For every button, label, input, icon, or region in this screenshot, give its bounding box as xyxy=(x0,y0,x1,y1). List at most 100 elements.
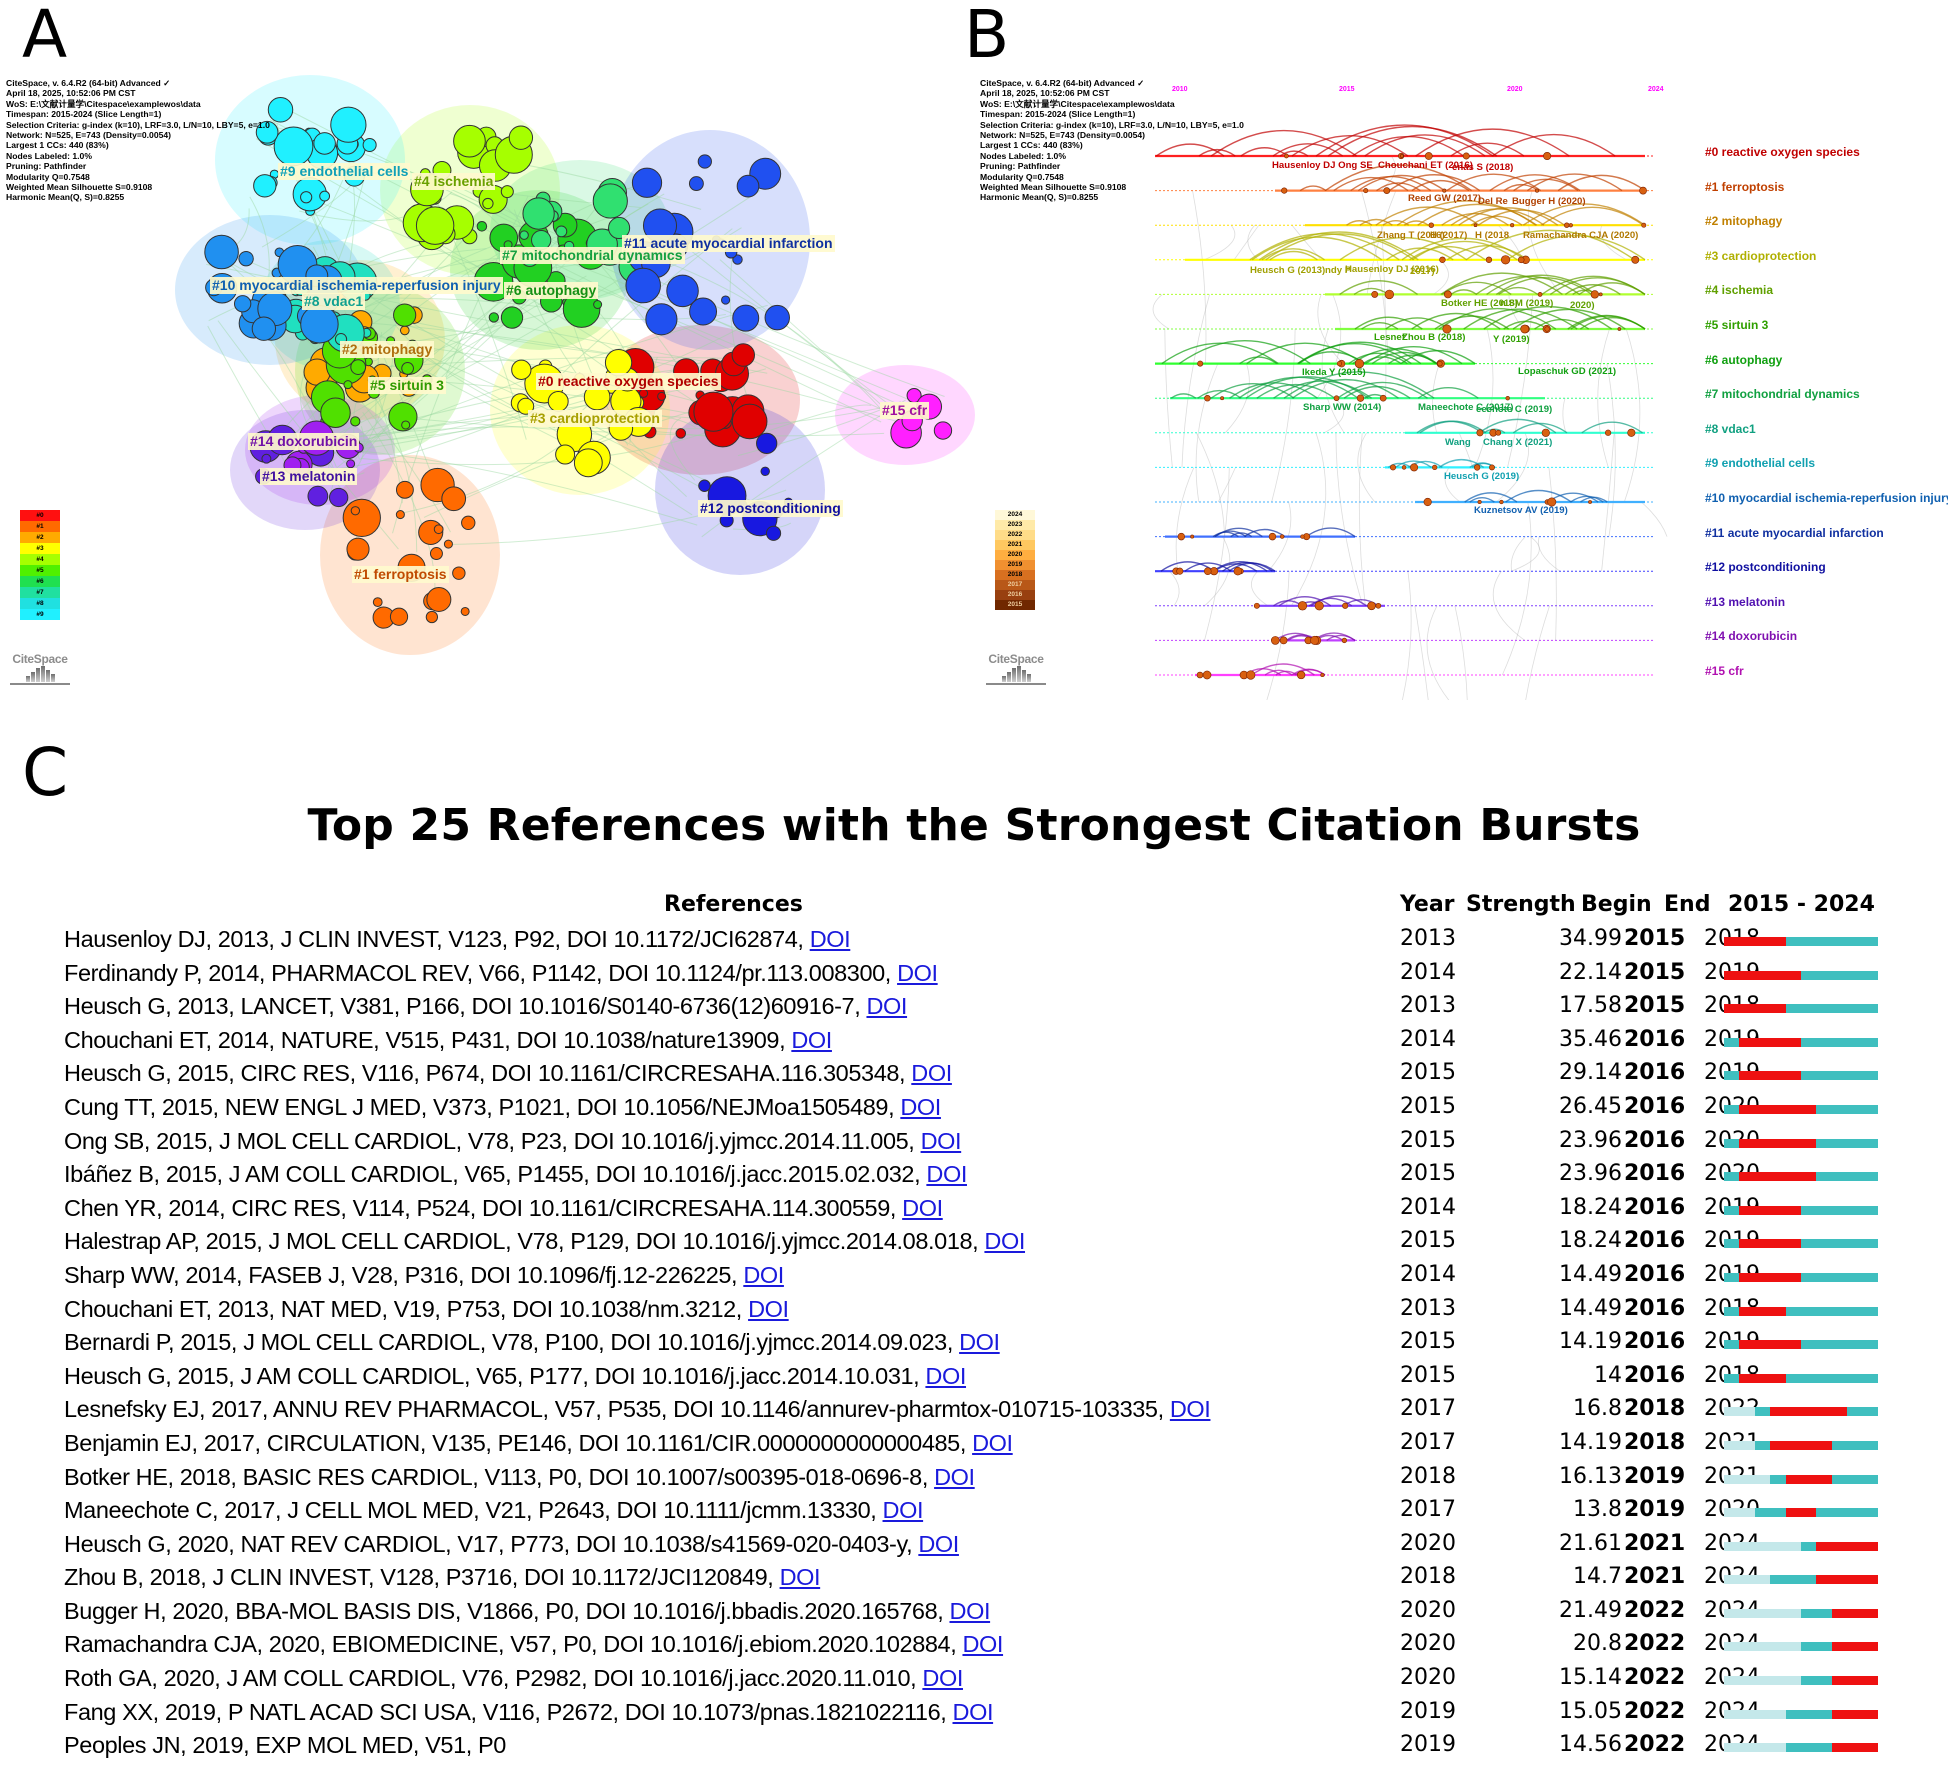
reference-cell: Roth GA, 2020, J AM COLL CARDIOL, V76, P… xyxy=(64,1665,963,1692)
active-segment xyxy=(1724,970,1878,980)
doi-link[interactable]: DOI xyxy=(984,1228,1026,1255)
reference-text: Chouchani ET, 2013, NAT MED, V19, P753, … xyxy=(64,1295,749,1322)
burst-segment xyxy=(1739,1104,1817,1114)
burst-timeline-bar xyxy=(1724,1239,1878,1249)
citation-arc xyxy=(1450,289,1478,295)
reference-node xyxy=(508,125,534,150)
year-tick: 2015 xyxy=(1339,86,1355,93)
citation-arc xyxy=(1557,174,1646,192)
legend-swatch: 2024 xyxy=(995,510,1035,520)
year-tick: 2010 xyxy=(1172,86,1188,93)
begin-cell: 2015 xyxy=(1624,926,1686,951)
doi-link[interactable]: DOI xyxy=(779,1564,821,1591)
inactive-segment xyxy=(1724,1608,1801,1618)
citation-arc xyxy=(1441,281,1512,295)
citation-arc xyxy=(1478,418,1557,434)
timeline-cluster-label: #13 melatonin xyxy=(1705,594,1786,609)
header-end: End xyxy=(1664,892,1711,917)
strength-cell: 21.61 xyxy=(1559,1530,1622,1556)
doi-link[interactable]: DOI xyxy=(918,1530,959,1557)
doi-link[interactable]: DOI xyxy=(962,1631,1004,1658)
burst-timeline-bar xyxy=(1724,1172,1878,1182)
doi-link[interactable]: DOI xyxy=(959,1329,1000,1356)
begin-cell: 2019 xyxy=(1624,1463,1686,1489)
doi-link[interactable]: DOI xyxy=(866,993,908,1020)
strength-cell: 14 xyxy=(1594,1362,1622,1388)
legend-swatch: #2 xyxy=(20,532,60,543)
doi-link[interactable]: DOI xyxy=(922,1665,963,1692)
inactive-segment xyxy=(1724,1541,1801,1551)
burst-timeline-bar xyxy=(1724,1676,1878,1686)
doi-link[interactable]: DOI xyxy=(791,1026,832,1053)
timeline-cluster-label: #7 mitochondrial dynamics xyxy=(1705,387,1860,402)
legend-swatch: 2022 xyxy=(995,530,1035,540)
doi-link[interactable]: DOI xyxy=(809,926,851,952)
year-cell: 2015 xyxy=(1400,1093,1456,1119)
table-row: Heusch G, 2015, CIRC RES, V116, P674, DO… xyxy=(64,1058,1884,1092)
reference-node xyxy=(500,306,524,329)
reference-node xyxy=(253,174,277,198)
citation-arc xyxy=(1333,176,1409,192)
doi-link[interactable]: DOI xyxy=(911,1060,952,1087)
header-range: 2015 - 2024 xyxy=(1728,892,1875,917)
burst-segment xyxy=(1739,1172,1817,1182)
reference-node xyxy=(433,524,444,535)
year-tick: 2020 xyxy=(1507,86,1523,93)
strength-cell: 14.56 xyxy=(1559,1732,1622,1758)
reference-node xyxy=(441,486,467,512)
reference-node xyxy=(625,267,661,304)
doi-link[interactable]: DOI xyxy=(926,1161,967,1188)
citation-arc xyxy=(1526,173,1623,192)
reference-cell: Lesnefsky EJ, 2017, ANNU REV PHARMACOL, … xyxy=(64,1396,1211,1423)
doi-link[interactable]: DOI xyxy=(900,1093,941,1120)
begin-cell: 2016 xyxy=(1624,1295,1686,1321)
table-row: Fang XX, 2019, P NATL ACAD SCI USA, V116… xyxy=(64,1697,1884,1731)
doi-link[interactable]: DOI xyxy=(748,1295,789,1322)
legend-swatch: 2016 xyxy=(995,590,1035,600)
table-row: Sharp WW, 2014, FASEB J, V28, P316, DOI … xyxy=(64,1260,1884,1294)
doi-link[interactable]: DOI xyxy=(949,1597,991,1624)
citation-arc xyxy=(1357,174,1446,192)
node-label: H (2018 xyxy=(1475,230,1510,241)
reference-node xyxy=(399,325,410,336)
strength-cell: 22.14 xyxy=(1559,959,1622,985)
inactive-segment xyxy=(1724,1709,1786,1719)
doi-link[interactable]: DOI xyxy=(1169,1396,1211,1423)
citation-arc xyxy=(1465,229,1635,261)
year-cell: 2017 xyxy=(1400,1497,1456,1523)
doi-link[interactable]: DOI xyxy=(934,1463,975,1490)
legend-swatch: 2021 xyxy=(995,540,1035,550)
legend-swatch: #3 xyxy=(20,543,60,554)
doi-link[interactable]: DOI xyxy=(897,959,938,986)
node-label: Reed GW (2017) xyxy=(1408,193,1482,204)
doi-link[interactable]: DOI xyxy=(972,1429,1013,1456)
doi-link[interactable]: DOI xyxy=(902,1194,943,1221)
inactive-segment xyxy=(1724,1575,1771,1585)
year-cell: 2018 xyxy=(1400,1564,1456,1590)
begin-cell: 2016 xyxy=(1624,1060,1686,1086)
legend-swatch: #4 xyxy=(20,554,60,565)
node-label: Del Re xyxy=(1478,196,1508,207)
citation-arc xyxy=(1540,206,1644,226)
doi-link[interactable]: DOI xyxy=(743,1261,784,1288)
active-segment xyxy=(1724,1239,1878,1249)
reference-cell: Chen YR, 2014, CIRC RES, V114, P524, DOI… xyxy=(64,1195,943,1222)
citation-arc xyxy=(1297,342,1412,365)
doi-link[interactable]: DOI xyxy=(920,1127,962,1154)
doi-link[interactable]: DOI xyxy=(882,1497,924,1524)
reference-text: Heusch G, 2013, LANCET, V381, P166, DOI … xyxy=(64,993,867,1020)
burst-timeline-bar xyxy=(1724,1541,1878,1551)
citespace-logo-b: CiteSpace xyxy=(980,652,1052,692)
reference-text: Roth GA, 2020, J AM COLL CARDIOL, V76, P… xyxy=(64,1665,923,1692)
doi-link[interactable]: DOI xyxy=(952,1698,994,1725)
burst-segment xyxy=(1831,1642,1878,1652)
citation-arc xyxy=(1212,531,1239,538)
legend-swatch: 2017 xyxy=(995,580,1035,590)
reference-text: Zhou B, 2018, J CLIN INVEST, V128, P3716… xyxy=(64,1564,780,1591)
reference-cell: Benjamin EJ, 2017, CIRCULATION, V135, PE… xyxy=(64,1430,1013,1457)
burst-timeline-bar xyxy=(1724,1508,1878,1518)
reference-node xyxy=(608,216,631,240)
citation-arc xyxy=(1564,284,1621,295)
burst-segment xyxy=(1770,1407,1848,1417)
doi-link[interactable]: DOI xyxy=(925,1362,967,1389)
